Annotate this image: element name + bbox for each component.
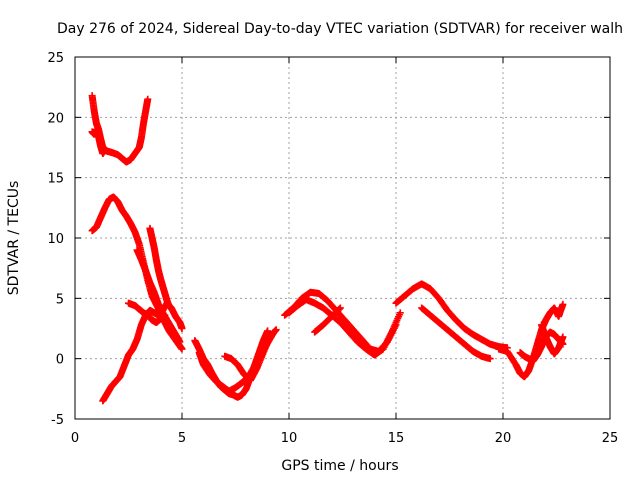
data-point [165,303,173,311]
series-arc-dip [125,299,169,326]
data-point [486,355,494,363]
x-tick-label: 25 [602,431,619,446]
data-point [264,327,272,335]
data-point [336,304,344,312]
x-tick-label: 20 [495,431,512,446]
y-tick-label: 25 [47,51,64,66]
data-point [178,345,186,353]
series-arc-trough-c [221,326,280,384]
series-arc-day-hump-b [285,296,404,359]
data-point [178,325,186,332]
x-tick-label: 0 [71,431,79,446]
data-point [176,338,184,346]
data-point [396,309,404,317]
x-tick-label: 5 [178,431,186,446]
series-arc-right-b [418,304,494,363]
series-arc-end-c [538,321,567,358]
data-point [101,146,109,154]
x-tick-label: 10 [281,431,298,446]
chart-title: Day 276 of 2024, Sidereal Day-to-day VTE… [57,21,623,37]
data-point [559,333,567,341]
series-arc-tail [146,224,173,311]
series-arc-right-hump [392,280,511,352]
data-point [161,311,169,319]
series-arc-day-hump-c [311,304,344,336]
data-point [336,305,344,313]
y-tick-label: -5 [51,413,64,428]
y-tick-label: 5 [56,292,64,307]
axis-ticks: 0 5 10 15 20 25 -5 0 5 10 15 20 25 [47,51,618,446]
data-point [559,300,567,308]
x-tick-label: 15 [388,431,405,446]
series-arc-top-b [88,125,109,158]
data-point [144,95,152,103]
data-points [88,92,567,405]
y-tick-label: 20 [47,111,64,126]
data-point [272,326,280,334]
y-tick-label: 0 [56,353,64,368]
y-tick-label: 15 [47,172,64,187]
grid-lines [75,57,610,419]
y-axis-label: SDTVAR / TECUs [6,181,22,296]
y-tick-label: 10 [47,232,64,247]
x-axis-label: GPS time / hours [281,458,398,474]
